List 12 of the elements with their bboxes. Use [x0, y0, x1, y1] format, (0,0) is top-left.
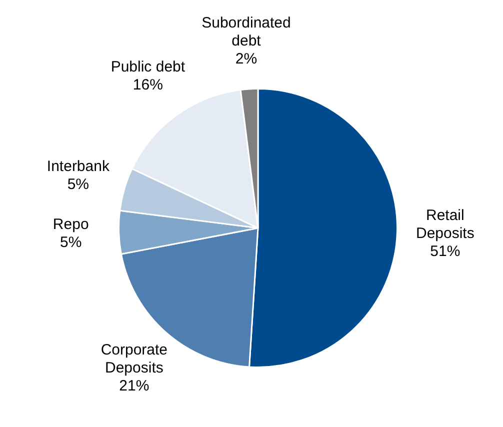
- slice-label: Retail Deposits: [416, 207, 474, 242]
- slice-label: Subordinated debt: [202, 14, 291, 50]
- slice-label: Public debt: [110, 58, 186, 76]
- data-label: 5%: [67, 176, 90, 193]
- data-label: 21%: [119, 378, 150, 395]
- data-label: 2%: [235, 50, 258, 68]
- slice-label: Corporate Deposits: [100, 342, 168, 377]
- data-label: 16%: [132, 76, 163, 94]
- slice-label: Interbank: [46, 158, 110, 175]
- slice-label: Repo: [52, 216, 89, 234]
- data-label: 5%: [60, 234, 82, 252]
- data-label: 51%: [430, 243, 460, 260]
